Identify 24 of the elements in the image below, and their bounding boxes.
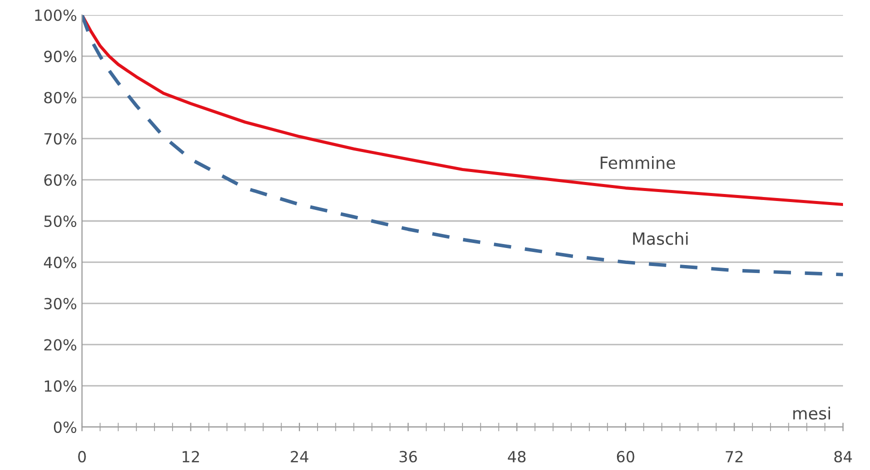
y-tick-label: 100%	[35, 9, 76, 22]
y-tick-label: 40%	[44, 256, 76, 268]
series-label: Femmine	[600, 156, 676, 170]
series-label: Maschi	[633, 232, 688, 245]
y-tick-label: 50%	[44, 215, 76, 228]
x-axis-title: mesi	[793, 406, 830, 420]
line-series	[82, 15, 843, 276]
y-tick-label: 30%	[44, 298, 76, 310]
y-tick-label: 70%	[44, 133, 76, 145]
x-tick-label: 60	[616, 450, 634, 462]
x-tick-label: 36	[400, 450, 417, 462]
x-tick-label: 12	[182, 450, 199, 462]
x-tick-label: 24	[290, 450, 308, 462]
y-tick-label: 20%	[44, 339, 76, 351]
y-tick-label: 60%	[44, 174, 76, 186]
y-tick-label: 10%	[44, 380, 76, 392]
x-tick-label: 0	[78, 450, 86, 462]
y-tick-label: 0%	[54, 421, 76, 434]
x-tick-label: 84	[834, 450, 852, 462]
x-tick-label: 72	[726, 450, 742, 462]
x-tick-label: 48	[508, 450, 526, 462]
line-series	[82, 15, 843, 206]
y-tick-label: 80%	[44, 92, 76, 104]
y-tick-label: 90%	[44, 50, 76, 62]
